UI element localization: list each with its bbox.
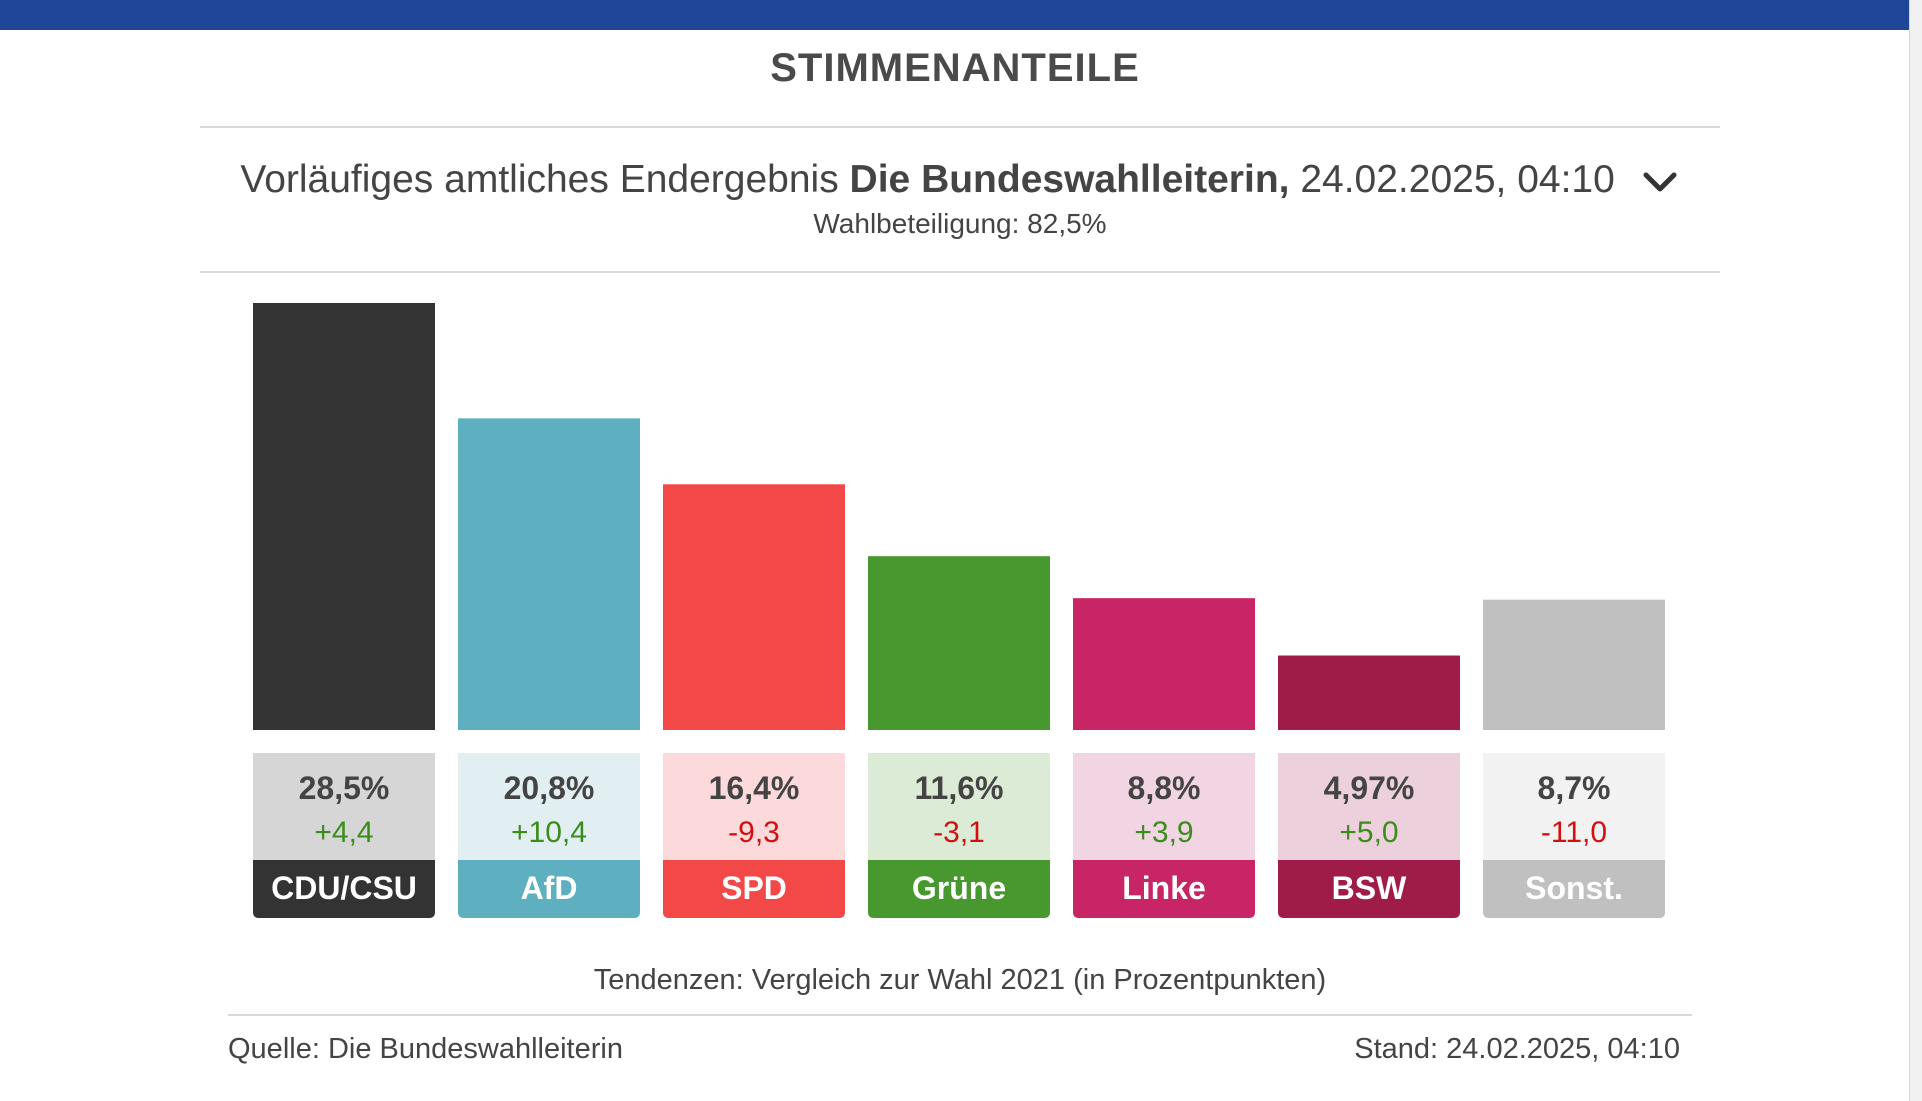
change-label: +5,0 — [1339, 816, 1398, 849]
value-label: 8,8% — [1128, 770, 1201, 806]
party-label: BSW — [1332, 870, 1407, 906]
bar-cdu-csu — [253, 303, 435, 730]
party-label: CDU/CSU — [271, 870, 417, 906]
top-accent-bar — [0, 0, 1910, 30]
source-label: Quelle: Die Bundeswahlleiterin — [228, 1033, 623, 1065]
value-label: 8,7% — [1538, 770, 1611, 806]
bar-afd — [458, 418, 640, 730]
value-label: 20,8% — [504, 770, 595, 806]
change-label: -11,0 — [1541, 816, 1607, 849]
bar-grüne — [868, 556, 1050, 730]
turnout-label: Wahlbeteiligung: 82,5% — [813, 208, 1107, 239]
stand-label: Stand: 24.02.2025, 04:10 — [1354, 1033, 1680, 1065]
change-label: +10,4 — [511, 816, 587, 849]
value-label: 11,6% — [915, 770, 1004, 806]
change-label: +3,9 — [1134, 816, 1193, 849]
bar-spd — [663, 484, 845, 730]
party-strip-grüne — [868, 860, 1050, 918]
value-label: 16,4% — [709, 770, 800, 806]
party-strip-sonst — [1483, 860, 1665, 918]
party-label: AfD — [521, 870, 578, 906]
bar-sonst — [1483, 599, 1665, 730]
change-label: +4,4 — [314, 816, 373, 849]
change-label: -9,3 — [728, 816, 780, 849]
divider-middle — [200, 271, 1720, 273]
result-date: 24.02.2025, 04:10 — [1300, 158, 1615, 201]
party-strip-cdu-csu — [253, 860, 435, 918]
result-header[interactable]: Vorläufiges amtliches Endergebnis Die Bu… — [200, 158, 1720, 202]
party-label: Sonst. — [1525, 870, 1623, 906]
result-prefix: Vorläufiges amtliches Endergebnis — [240, 158, 839, 201]
party-label: Grüne — [912, 870, 1006, 906]
party-label: SPD — [721, 870, 787, 906]
value-label: 4,97% — [1324, 770, 1415, 806]
divider-bottom — [228, 1014, 1692, 1016]
comparison-note: Tendenzen: Vergleich zur Wahl 2021 (in P… — [593, 964, 1327, 996]
scrollbar[interactable] — [1909, 0, 1922, 1101]
party-strip-linke — [1073, 860, 1255, 918]
result-source: Die Bundeswahlleiterin, — [849, 158, 1290, 201]
chart-title: STIMMENANTEILE — [770, 46, 1140, 90]
change-label: -3,1 — [933, 816, 985, 849]
bar-linke — [1073, 598, 1255, 730]
party-label: Linke — [1122, 870, 1206, 906]
chevron-down-icon[interactable] — [1640, 163, 1680, 193]
divider-top — [200, 126, 1720, 128]
bar-bsw — [1278, 655, 1460, 730]
party-strip-bsw — [1278, 860, 1460, 918]
value-label: 28,5% — [299, 770, 390, 806]
party-strip-afd — [458, 860, 640, 918]
party-strip-spd — [663, 860, 845, 918]
